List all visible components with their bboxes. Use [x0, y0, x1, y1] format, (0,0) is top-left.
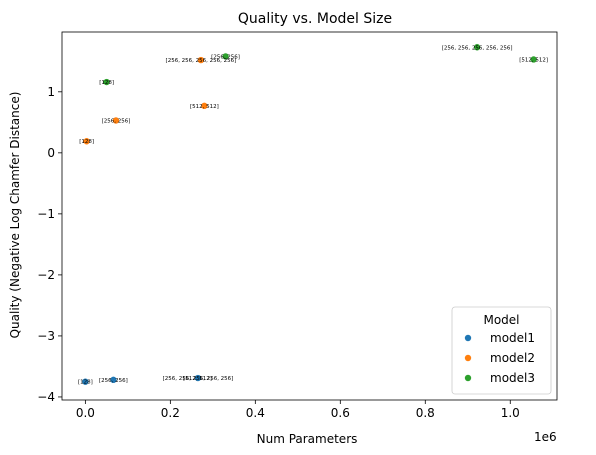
- point-annotation: [256, 256]: [211, 54, 240, 60]
- point-annotation: [128]: [99, 80, 114, 86]
- legend-label-model3: model3: [490, 371, 535, 385]
- point-annotation: [512, 512]: [190, 104, 219, 110]
- legend-label-model2: model2: [490, 351, 535, 365]
- x-axis-offset-label: 1e6: [534, 430, 557, 444]
- y-tick-label: −4: [37, 390, 55, 404]
- point-annotation: [512, 512]: [519, 57, 548, 63]
- chart-title: Quality vs. Model Size: [238, 11, 392, 27]
- data-point-model2: [82, 137, 91, 146]
- y-tick-label: 0: [47, 146, 55, 160]
- data-point-model3: [529, 55, 538, 64]
- point-annotation: [512, 512]: [183, 376, 212, 382]
- data-point-model2: [197, 56, 205, 64]
- legend-marker-model2: [464, 354, 472, 362]
- data-point-model2: [200, 102, 209, 110]
- point-annotation: [128]: [78, 380, 93, 386]
- data-point-model1: [109, 376, 118, 384]
- x-tick-label: 0.6: [331, 406, 350, 420]
- legend-label-model1: model1: [490, 331, 535, 345]
- data-point-model3: [102, 78, 111, 86]
- data-point-model3: [473, 43, 481, 52]
- x-tick-label: 0.4: [246, 406, 265, 420]
- data-point-model1: [194, 374, 202, 382]
- point-annotation: [256, 256]: [102, 118, 131, 124]
- data-point-model1: [81, 377, 90, 386]
- data-point-model3: [221, 52, 230, 61]
- data-point-model2: [112, 116, 120, 125]
- y-tick-label: −2: [37, 268, 55, 282]
- x-tick-label: 0.0: [76, 406, 95, 420]
- legend-frame: [451, 306, 552, 395]
- legend-title: Model: [483, 313, 519, 327]
- y-axis-label: Quality (Negative Log Chamfer Distance): [8, 92, 22, 339]
- y-tick-label: 1: [47, 85, 55, 99]
- x-tick-label: 0.2: [161, 406, 180, 420]
- y-tick-label: −1: [37, 207, 55, 221]
- point-annotation: [256, 256, 256, 256, 256]: [166, 58, 237, 64]
- plot-area: [61, 31, 558, 401]
- point-annotation: [128]: [79, 139, 94, 145]
- legend-marker-model1: [464, 334, 472, 342]
- point-annotation: [256, 256, 256, 256, 256]: [442, 45, 513, 51]
- x-tick-label: 1.0: [501, 406, 520, 420]
- point-annotation: [256, 256, 256, 256, 256]: [163, 376, 234, 382]
- point-annotation: [256, 256]: [99, 378, 128, 384]
- x-axis-label: Num Parameters: [257, 432, 358, 446]
- legend: Model model1 model2 model3: [451, 306, 552, 395]
- legend-marker-model3: [464, 374, 472, 382]
- x-tick-label: 0.8: [416, 406, 435, 420]
- y-tick-label: −3: [37, 329, 55, 343]
